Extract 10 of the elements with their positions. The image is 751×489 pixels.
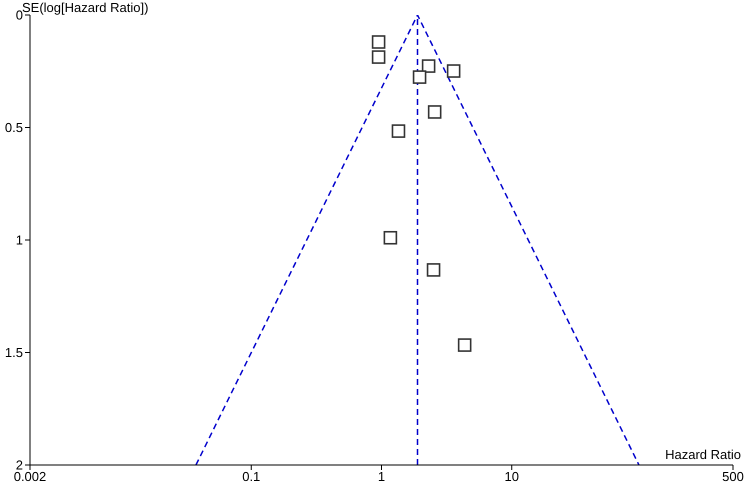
y-tick-label: 0 xyxy=(16,8,23,23)
x-axis-title: Hazard Ratio xyxy=(665,447,741,462)
x-tick-label: 1 xyxy=(378,469,386,484)
y-tick-label: 1 xyxy=(16,232,23,248)
y-tick-label: 1.5 xyxy=(4,345,23,360)
y-tick-label: 0.5 xyxy=(4,120,23,136)
y-axis-title: SE(log[Hazard Ratio]) xyxy=(22,0,148,15)
x-tick-label: 500 xyxy=(722,469,744,484)
x-tick-label: 10 xyxy=(504,469,519,484)
x-tick-label: 0.1 xyxy=(242,469,260,484)
